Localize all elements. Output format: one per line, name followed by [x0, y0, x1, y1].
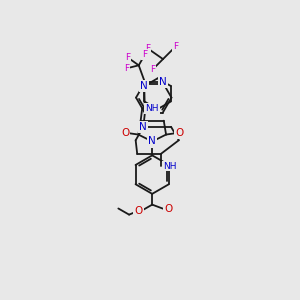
Text: F: F: [125, 53, 130, 62]
Text: N: N: [159, 77, 167, 87]
Text: NH: NH: [164, 162, 177, 171]
Text: F: F: [150, 65, 155, 74]
Text: N: N: [140, 122, 147, 132]
Text: O: O: [134, 206, 142, 216]
Text: F: F: [124, 64, 129, 73]
Text: O: O: [164, 204, 172, 214]
Text: O: O: [175, 128, 183, 138]
Text: N: N: [140, 81, 148, 91]
Text: F: F: [173, 42, 178, 51]
Text: O: O: [121, 128, 129, 138]
Text: F: F: [145, 44, 150, 53]
Text: NH: NH: [145, 104, 159, 113]
Text: F: F: [142, 50, 148, 59]
Text: N: N: [148, 136, 156, 146]
